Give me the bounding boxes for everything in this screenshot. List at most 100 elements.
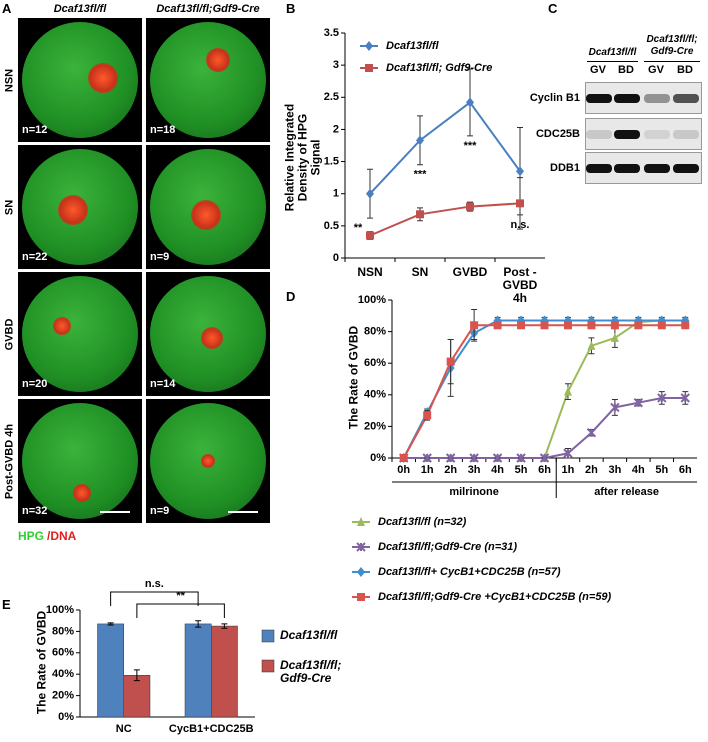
n-label: n=20 [22,378,48,390]
y-tick-label: 3.5 [324,27,339,39]
y-tick-label: 100% [46,604,74,616]
y-tick-label: 0% [370,452,386,464]
marker [399,454,408,462]
y-tick-label: 40% [364,389,386,401]
y-tick-label: 20% [364,420,386,432]
series-line [369,202,521,237]
micrograph-image: n=18 [146,18,270,142]
dna-signal [201,327,223,349]
marker [516,166,524,177]
marker [610,402,620,413]
n-label: n=32 [22,505,48,517]
marker [365,41,373,51]
band [673,94,699,103]
marker [610,332,619,342]
marker [681,321,690,330]
band [614,164,640,173]
error-bar [221,623,228,629]
n-label: n=9 [150,505,170,517]
marker [366,188,374,199]
panel-letter: B [286,1,296,16]
column-header: Dcaf13fl/fl;Gdf9-Cre [156,3,260,15]
protein-label: Cyclin B1 [529,92,580,104]
marker [357,567,365,577]
bar [123,675,151,718]
panel-letter: A [2,1,12,16]
scale-bar [100,511,130,513]
y-tick-label: 1.5 [324,155,339,167]
marker [357,517,365,526]
x-tick-label: 6h [679,464,692,476]
y-tick-label: 2 [333,123,339,135]
dna-signal [58,195,88,225]
marker [365,64,373,72]
micrograph-image: n=9 [146,145,270,269]
legend-label: Dcaf13fl/fl;Gdf9-Cre +CycB1+CDC25B (n=59… [378,591,612,603]
y-tick-label: 100% [358,294,386,306]
lane-label: BD [677,64,693,76]
marker [357,593,365,601]
y-axis-title: The Rate of GVBD [346,325,361,430]
stain-hpg: HPG [18,529,45,543]
series-line [403,319,686,459]
marker [634,321,643,330]
annotation: ** [176,590,185,602]
y-axis-title: The Rate of GVBD [34,610,49,714]
x-tick-label: CycB1+CDC25B [169,723,254,735]
micrograph-image: n=12 [18,18,142,142]
n-label: n=9 [150,251,170,263]
n-label: n=18 [150,124,176,136]
marker [446,357,455,366]
x-tick-label: 2h [444,464,457,476]
marker [680,393,690,403]
band [586,130,612,139]
marker [445,453,456,463]
marker [416,210,424,219]
y-tick-label: 60% [364,357,386,369]
bar [184,623,212,718]
x-tick-label: 5h [655,464,668,476]
band [614,130,640,139]
series-line [402,324,686,459]
panel-letter: D [286,289,296,304]
lane-label: BD [618,64,634,76]
y-tick-label: 80% [52,625,74,637]
blot-strip [585,118,702,150]
band [644,164,670,173]
legend-swatch [261,659,275,673]
x-tick-label: 4h [491,464,504,476]
row-label: Post-GVBD 4h [3,423,16,500]
y-tick-label: 80% [364,326,386,338]
error-bar [133,669,140,682]
marker [366,231,374,240]
marker [657,393,667,403]
marker [563,448,573,458]
x-tick-label: NSN [357,265,383,279]
y-tick-label: 1 [333,188,339,200]
x-tick-label: 4h [632,464,645,476]
legend-label: Dcaf13fl/fl [386,40,440,52]
lane-label: GV [590,64,606,76]
marker [492,453,503,463]
x-tick-label: 5h [515,464,528,476]
legend-label: Dcaf13fl/fl; Gdf9-Cre [386,62,492,74]
annotation: *** [464,140,478,152]
group-line [644,61,700,62]
marker [356,542,366,552]
lane-label: GV [648,64,664,76]
marker [493,321,502,330]
x-tick-label: SN [411,265,429,279]
marker [423,411,432,420]
x-tick-label: 0h [397,464,410,476]
band [586,94,612,103]
y-tick-label: 20% [52,690,74,702]
x-tick-label: GVBD [452,265,488,279]
marker [540,321,549,330]
band [614,94,640,103]
micrograph-image: n=14 [146,272,270,396]
micrograph-image: n=32 [18,399,142,523]
x-tick-label: 3h [608,464,621,476]
x-group-label: milrinone [449,486,499,498]
protein-label: DDB1 [550,162,580,174]
marker [422,453,432,463]
